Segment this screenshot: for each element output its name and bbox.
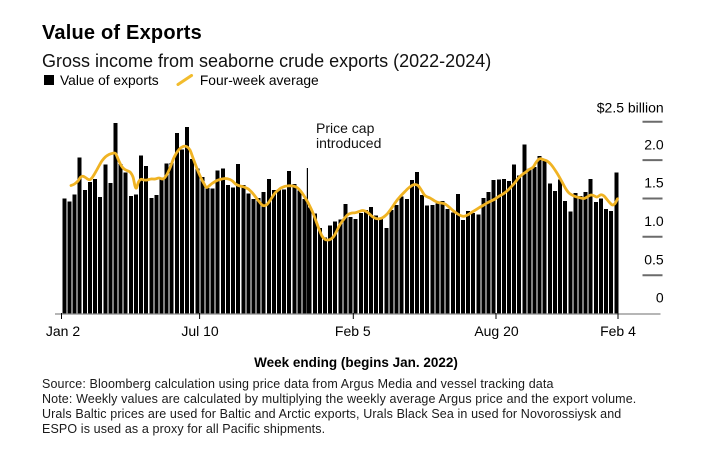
svg-text:2.0: 2.0	[644, 136, 664, 152]
svg-text:Jan 2: Jan 2	[46, 323, 80, 339]
svg-text:Aug 20: Aug 20	[474, 323, 519, 339]
svg-text:Feb 4: Feb 4	[600, 323, 636, 339]
svg-text:Feb 5: Feb 5	[335, 323, 371, 339]
svg-text:0: 0	[656, 290, 664, 306]
svg-text:$2.5 billion: $2.5 billion	[597, 100, 664, 116]
svg-text:0.5: 0.5	[644, 251, 664, 267]
svg-text:Jul 10: Jul 10	[181, 323, 219, 339]
svg-text:1.5: 1.5	[644, 175, 664, 191]
svg-text:1.0: 1.0	[644, 213, 664, 229]
